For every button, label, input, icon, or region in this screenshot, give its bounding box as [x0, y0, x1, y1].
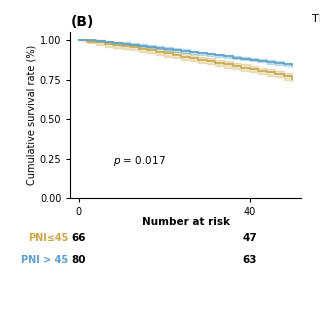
- Text: PNI≤45: PNI≤45: [28, 233, 68, 243]
- Text: 66: 66: [72, 233, 86, 243]
- Text: (B): (B): [70, 15, 94, 29]
- Text: Number at risk: Number at risk: [141, 217, 229, 227]
- Text: 63: 63: [242, 255, 257, 265]
- Text: TN: TN: [312, 14, 320, 24]
- Y-axis label: Cumulative survival rate (%): Cumulative survival rate (%): [27, 45, 37, 185]
- Text: PNI > 45: PNI > 45: [21, 255, 68, 265]
- Text: 80: 80: [72, 255, 86, 265]
- Text: $\it{p}$ = 0.017: $\it{p}$ = 0.017: [113, 154, 166, 168]
- Text: 47: 47: [242, 233, 257, 243]
